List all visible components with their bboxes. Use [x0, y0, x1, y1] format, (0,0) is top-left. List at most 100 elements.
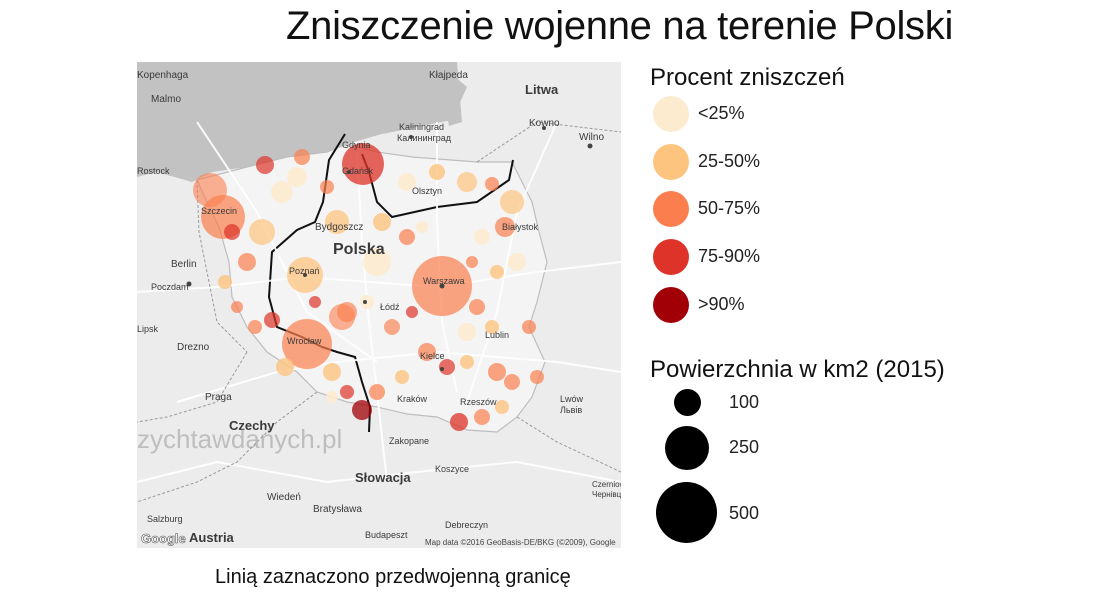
bubble[interactable] — [474, 409, 490, 425]
bubble-gdansk[interactable] — [342, 143, 384, 185]
bubble[interactable] — [384, 319, 400, 335]
bubble[interactable] — [500, 190, 524, 214]
bubble[interactable] — [469, 299, 485, 315]
bubble-wroclaw[interactable] — [282, 319, 332, 369]
label-wilno: Wilno — [579, 132, 604, 143]
bubble[interactable] — [218, 275, 232, 289]
legend-swatch — [653, 144, 689, 180]
legend-swatch — [653, 191, 689, 227]
bubble[interactable] — [495, 217, 515, 237]
bubble[interactable] — [490, 265, 504, 279]
bubble[interactable] — [399, 229, 415, 245]
bubble[interactable] — [309, 296, 321, 308]
map-panel[interactable]: Kłajpeda Litwa Kowno Kaliningrad Калинин… — [137, 62, 621, 548]
size-swatch — [656, 482, 717, 543]
bubble[interactable] — [406, 306, 418, 318]
size-swatch — [674, 389, 701, 416]
bubble[interactable] — [329, 304, 355, 330]
bubble[interactable] — [485, 320, 499, 334]
bubble[interactable] — [352, 400, 372, 420]
bubble[interactable] — [248, 320, 262, 334]
legend-label: 25-50% — [698, 151, 761, 171]
legend-item-25-50: 25-50% — [653, 142, 873, 182]
bubble[interactable] — [457, 172, 477, 192]
bubble[interactable] — [340, 385, 354, 399]
map-svg[interactable]: Kłajpeda Litwa Kowno Kaliningrad Калинин… — [137, 62, 621, 548]
label-zakopane: Zakopane — [389, 436, 429, 446]
bubble[interactable] — [320, 180, 334, 194]
damage-legend-title: Procent zniszczeń — [650, 64, 845, 91]
label-czechy: Czechy — [229, 418, 275, 433]
bubble[interactable] — [238, 253, 256, 271]
label-kopenhaga: Kopenhaga — [137, 70, 189, 81]
legend-swatch — [653, 96, 689, 132]
bubble[interactable] — [256, 156, 274, 174]
label-austria: Austria — [189, 530, 235, 545]
google-logo: Google — [141, 531, 186, 546]
label-slowacja: Słowacja — [355, 470, 411, 485]
bubble[interactable] — [224, 224, 240, 240]
label-poczdam: Poczdam — [151, 282, 189, 292]
bubble[interactable] — [474, 229, 490, 245]
label-gdansk: Gdańsk — [342, 166, 374, 176]
label-kowno: Kowno — [529, 118, 560, 129]
bubble[interactable] — [264, 312, 280, 328]
label-gdynia: Gdynia — [342, 140, 371, 150]
bubble[interactable] — [373, 213, 391, 231]
label-polska: Polska — [333, 241, 385, 258]
city-dots — [186, 126, 593, 371]
bubble[interactable] — [395, 370, 409, 384]
bubble[interactable] — [231, 301, 243, 313]
bubble[interactable] — [504, 374, 520, 390]
bubble[interactable] — [485, 177, 499, 191]
bubble[interactable] — [325, 210, 349, 234]
label-warszawa: Warszawa — [423, 276, 465, 286]
label-praga: Praga — [205, 392, 232, 403]
legend-swatch — [653, 287, 689, 323]
bubble[interactable] — [429, 164, 445, 180]
size-label: 500 — [729, 503, 760, 523]
label-kielce: Kielce — [420, 351, 445, 361]
bubble[interactable] — [416, 221, 428, 233]
curonian-lagoon — [437, 62, 462, 126]
label-rzeszow: Rzeszów — [460, 397, 497, 407]
bubble[interactable] — [488, 363, 506, 381]
bubble[interactable] — [294, 149, 310, 165]
bubble[interactable] — [522, 320, 536, 334]
bubble[interactable] — [326, 391, 338, 403]
bubble[interactable] — [287, 167, 307, 187]
legend-item-75-90: 75-90% — [653, 237, 873, 277]
legend-label: >90% — [698, 294, 745, 314]
bubble[interactable] — [508, 253, 526, 271]
map-title: Zniszczenie wojenne na terenie Polski — [286, 4, 954, 48]
bubble[interactable] — [249, 219, 275, 245]
size-label: 250 — [729, 437, 760, 457]
map-attribution: Map data ©2016 GeoBasis-DE/BKG (©2009), … — [425, 538, 616, 547]
bubble[interactable] — [363, 248, 391, 276]
bubble[interactable] — [466, 256, 478, 268]
label-koszyce: Koszyce — [435, 464, 469, 474]
bubble[interactable] — [530, 370, 544, 384]
label-budapeszt: Budapeszt — [365, 530, 408, 540]
bubble[interactable] — [450, 413, 468, 431]
label-wroclaw: Wrocław — [287, 336, 322, 346]
label-krakow: Kraków — [397, 394, 428, 404]
bubble[interactable] — [398, 173, 416, 191]
legend-item-gt90: >90% — [653, 285, 873, 325]
bubble[interactable] — [369, 384, 385, 400]
bubble[interactable] — [460, 355, 474, 369]
bubble[interactable] — [495, 400, 509, 414]
legend-label: 75-90% — [698, 246, 761, 266]
bubble[interactable] — [271, 181, 293, 203]
label-bydgoszcz: Bydgoszcz — [315, 222, 363, 233]
label-lviv: Львів — [560, 405, 582, 415]
size-label: 100 — [729, 392, 760, 412]
bubble[interactable] — [323, 363, 341, 381]
bubble[interactable] — [458, 323, 476, 341]
bubble[interactable] — [276, 358, 294, 376]
size-swatch — [665, 426, 709, 470]
bubble[interactable] — [418, 343, 436, 361]
bubble-szczecin-2[interactable] — [193, 173, 227, 207]
prewar-border-west — [267, 133, 372, 433]
bubble[interactable] — [439, 359, 455, 375]
